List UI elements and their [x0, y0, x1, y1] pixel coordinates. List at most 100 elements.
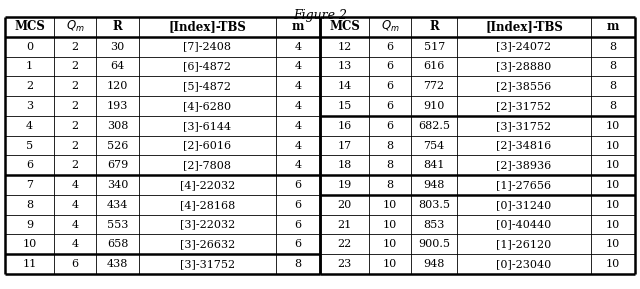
Text: 438: 438: [107, 259, 128, 269]
Text: [2]-31752: [2]-31752: [497, 101, 552, 111]
Text: [2]-6016: [2]-6016: [183, 140, 232, 151]
Text: 2: 2: [72, 101, 79, 111]
Text: 6: 6: [387, 62, 394, 71]
Text: 3: 3: [26, 101, 33, 111]
Text: 853: 853: [424, 220, 445, 229]
Text: [3]-24072: [3]-24072: [497, 42, 552, 52]
Text: 6: 6: [294, 180, 301, 190]
Text: 6: 6: [72, 259, 79, 269]
Text: [Index]-TBS: [Index]-TBS: [485, 21, 563, 34]
Text: 13: 13: [337, 62, 351, 71]
Text: 6: 6: [387, 81, 394, 91]
Text: 910: 910: [424, 101, 445, 111]
Text: [2]-38556: [2]-38556: [497, 81, 552, 91]
Text: 8: 8: [609, 62, 616, 71]
Text: 4: 4: [72, 239, 79, 249]
Text: [3]-31752: [3]-31752: [497, 121, 552, 131]
Text: 526: 526: [107, 140, 128, 151]
Text: 6: 6: [26, 160, 33, 170]
Text: 5: 5: [26, 140, 33, 151]
Text: [2]-7808: [2]-7808: [184, 160, 232, 170]
Text: 15: 15: [337, 101, 351, 111]
Text: 4: 4: [294, 81, 301, 91]
Text: 10: 10: [606, 160, 620, 170]
Text: 10: 10: [606, 121, 620, 131]
Text: 23: 23: [337, 259, 351, 269]
Text: [1]-26120: [1]-26120: [497, 239, 552, 249]
Text: 948: 948: [424, 180, 445, 190]
Text: 6: 6: [294, 239, 301, 249]
Text: 10: 10: [606, 220, 620, 229]
Text: 2: 2: [72, 121, 79, 131]
Text: 6: 6: [387, 101, 394, 111]
Text: 4: 4: [294, 121, 301, 131]
Text: [2]-38936: [2]-38936: [497, 160, 552, 170]
Text: 6: 6: [387, 42, 394, 52]
Text: 120: 120: [107, 81, 128, 91]
Text: 8: 8: [609, 81, 616, 91]
Text: 4: 4: [294, 160, 301, 170]
Text: 18: 18: [337, 160, 351, 170]
Text: 900.5: 900.5: [418, 239, 450, 249]
Text: 803.5: 803.5: [418, 200, 450, 210]
Text: [0]-31240: [0]-31240: [497, 200, 552, 210]
Text: 679: 679: [107, 160, 128, 170]
Text: MCS: MCS: [329, 21, 360, 34]
Text: 20: 20: [337, 200, 351, 210]
Text: 10: 10: [606, 239, 620, 249]
Text: 754: 754: [424, 140, 445, 151]
Text: [3]-6144: [3]-6144: [183, 121, 232, 131]
Text: 8: 8: [387, 160, 394, 170]
Text: [0]-40440: [0]-40440: [497, 220, 552, 229]
Text: 10: 10: [383, 239, 397, 249]
Text: [4]-6280: [4]-6280: [183, 101, 232, 111]
Text: 10: 10: [606, 200, 620, 210]
Text: [3]-31752: [3]-31752: [180, 259, 235, 269]
Text: 4: 4: [26, 121, 33, 131]
Text: 2: 2: [72, 81, 79, 91]
Text: 2: 2: [72, 42, 79, 52]
Text: 2: 2: [72, 160, 79, 170]
Text: 4: 4: [294, 42, 301, 52]
Text: R: R: [113, 21, 122, 34]
Text: 8: 8: [387, 140, 394, 151]
Text: 10: 10: [383, 220, 397, 229]
Text: [3]-28880: [3]-28880: [497, 62, 552, 71]
Text: 4: 4: [294, 140, 301, 151]
Text: 682.5: 682.5: [418, 121, 450, 131]
Text: 17: 17: [337, 140, 351, 151]
Text: 517: 517: [424, 42, 445, 52]
Text: 340: 340: [107, 180, 128, 190]
Text: 16: 16: [337, 121, 351, 131]
Text: 193: 193: [107, 101, 128, 111]
Text: 4: 4: [294, 101, 301, 111]
Text: [2]-34816: [2]-34816: [497, 140, 552, 151]
Text: 6: 6: [294, 220, 301, 229]
Text: 8: 8: [294, 259, 301, 269]
Text: 8: 8: [609, 101, 616, 111]
Text: $Q_m$: $Q_m$: [66, 19, 84, 34]
Text: [4]-28168: [4]-28168: [180, 200, 235, 210]
Text: [3]-22032: [3]-22032: [180, 220, 235, 229]
Text: $Q_m$: $Q_m$: [381, 19, 399, 34]
Text: 10: 10: [606, 259, 620, 269]
Text: [0]-23040: [0]-23040: [497, 259, 552, 269]
Text: 1: 1: [26, 62, 33, 71]
Text: 21: 21: [337, 220, 351, 229]
Text: m: m: [292, 21, 304, 34]
Text: 19: 19: [337, 180, 351, 190]
Text: 64: 64: [111, 62, 125, 71]
Text: MCS: MCS: [14, 21, 45, 34]
Text: 11: 11: [22, 259, 36, 269]
Text: 2: 2: [72, 62, 79, 71]
Text: [4]-22032: [4]-22032: [180, 180, 235, 190]
Text: 4: 4: [72, 180, 79, 190]
Text: 30: 30: [111, 42, 125, 52]
Text: R: R: [429, 21, 439, 34]
Text: [5]-4872: [5]-4872: [184, 81, 232, 91]
Text: 6: 6: [387, 121, 394, 131]
Text: 12: 12: [337, 42, 351, 52]
Text: 841: 841: [424, 160, 445, 170]
Text: 9: 9: [26, 220, 33, 229]
Text: [3]-26632: [3]-26632: [180, 239, 235, 249]
